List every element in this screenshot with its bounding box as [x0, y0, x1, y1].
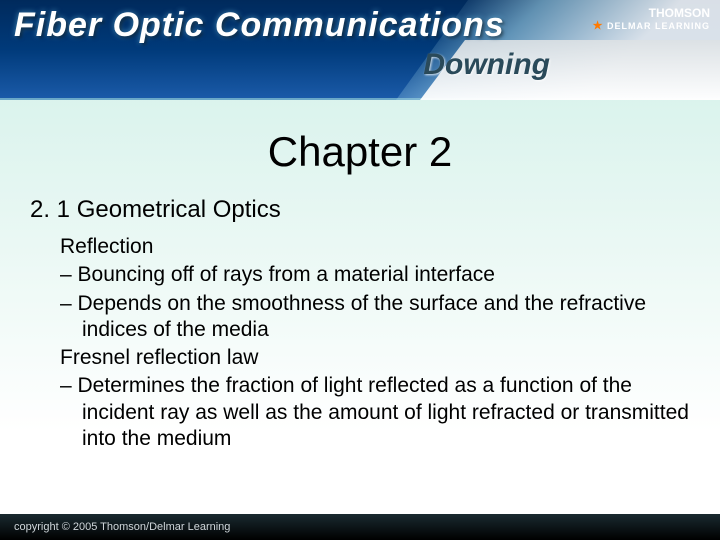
star-icon: ★	[593, 20, 604, 32]
brand-top: THOMSON	[593, 6, 710, 20]
content-subhead-fresnel: Fresnel reflection law	[60, 345, 690, 371]
bullet-3: – Determines the fraction of light refle…	[60, 373, 690, 452]
slide-header: Fiber Optic Communications Downing THOMS…	[0, 0, 720, 100]
copyright-text: copyright © 2005 Thomson/Delmar Learning	[14, 521, 230, 533]
brand-block: THOMSON ★ DELMAR LEARNING	[593, 6, 710, 34]
brand-sub-text: DELMAR LEARNING	[607, 21, 710, 31]
header-title-sub: Downing	[423, 48, 550, 82]
header-title-main: Fiber Optic Communications	[14, 6, 505, 45]
bullet-1: – Bouncing off of rays from a material i…	[60, 262, 690, 288]
slide-footer: copyright © 2005 Thomson/Delmar Learning	[0, 514, 720, 540]
section-heading: 2. 1 Geometrical Optics	[30, 196, 690, 224]
brand-sub: ★ DELMAR LEARNING	[593, 20, 710, 33]
chapter-title: Chapter 2	[0, 128, 720, 176]
slide-content: Reflection – Bouncing off of rays from a…	[60, 234, 690, 452]
content-subhead-reflection: Reflection	[60, 234, 690, 260]
bullet-2: – Depends on the smoothness of the surfa…	[60, 291, 690, 344]
